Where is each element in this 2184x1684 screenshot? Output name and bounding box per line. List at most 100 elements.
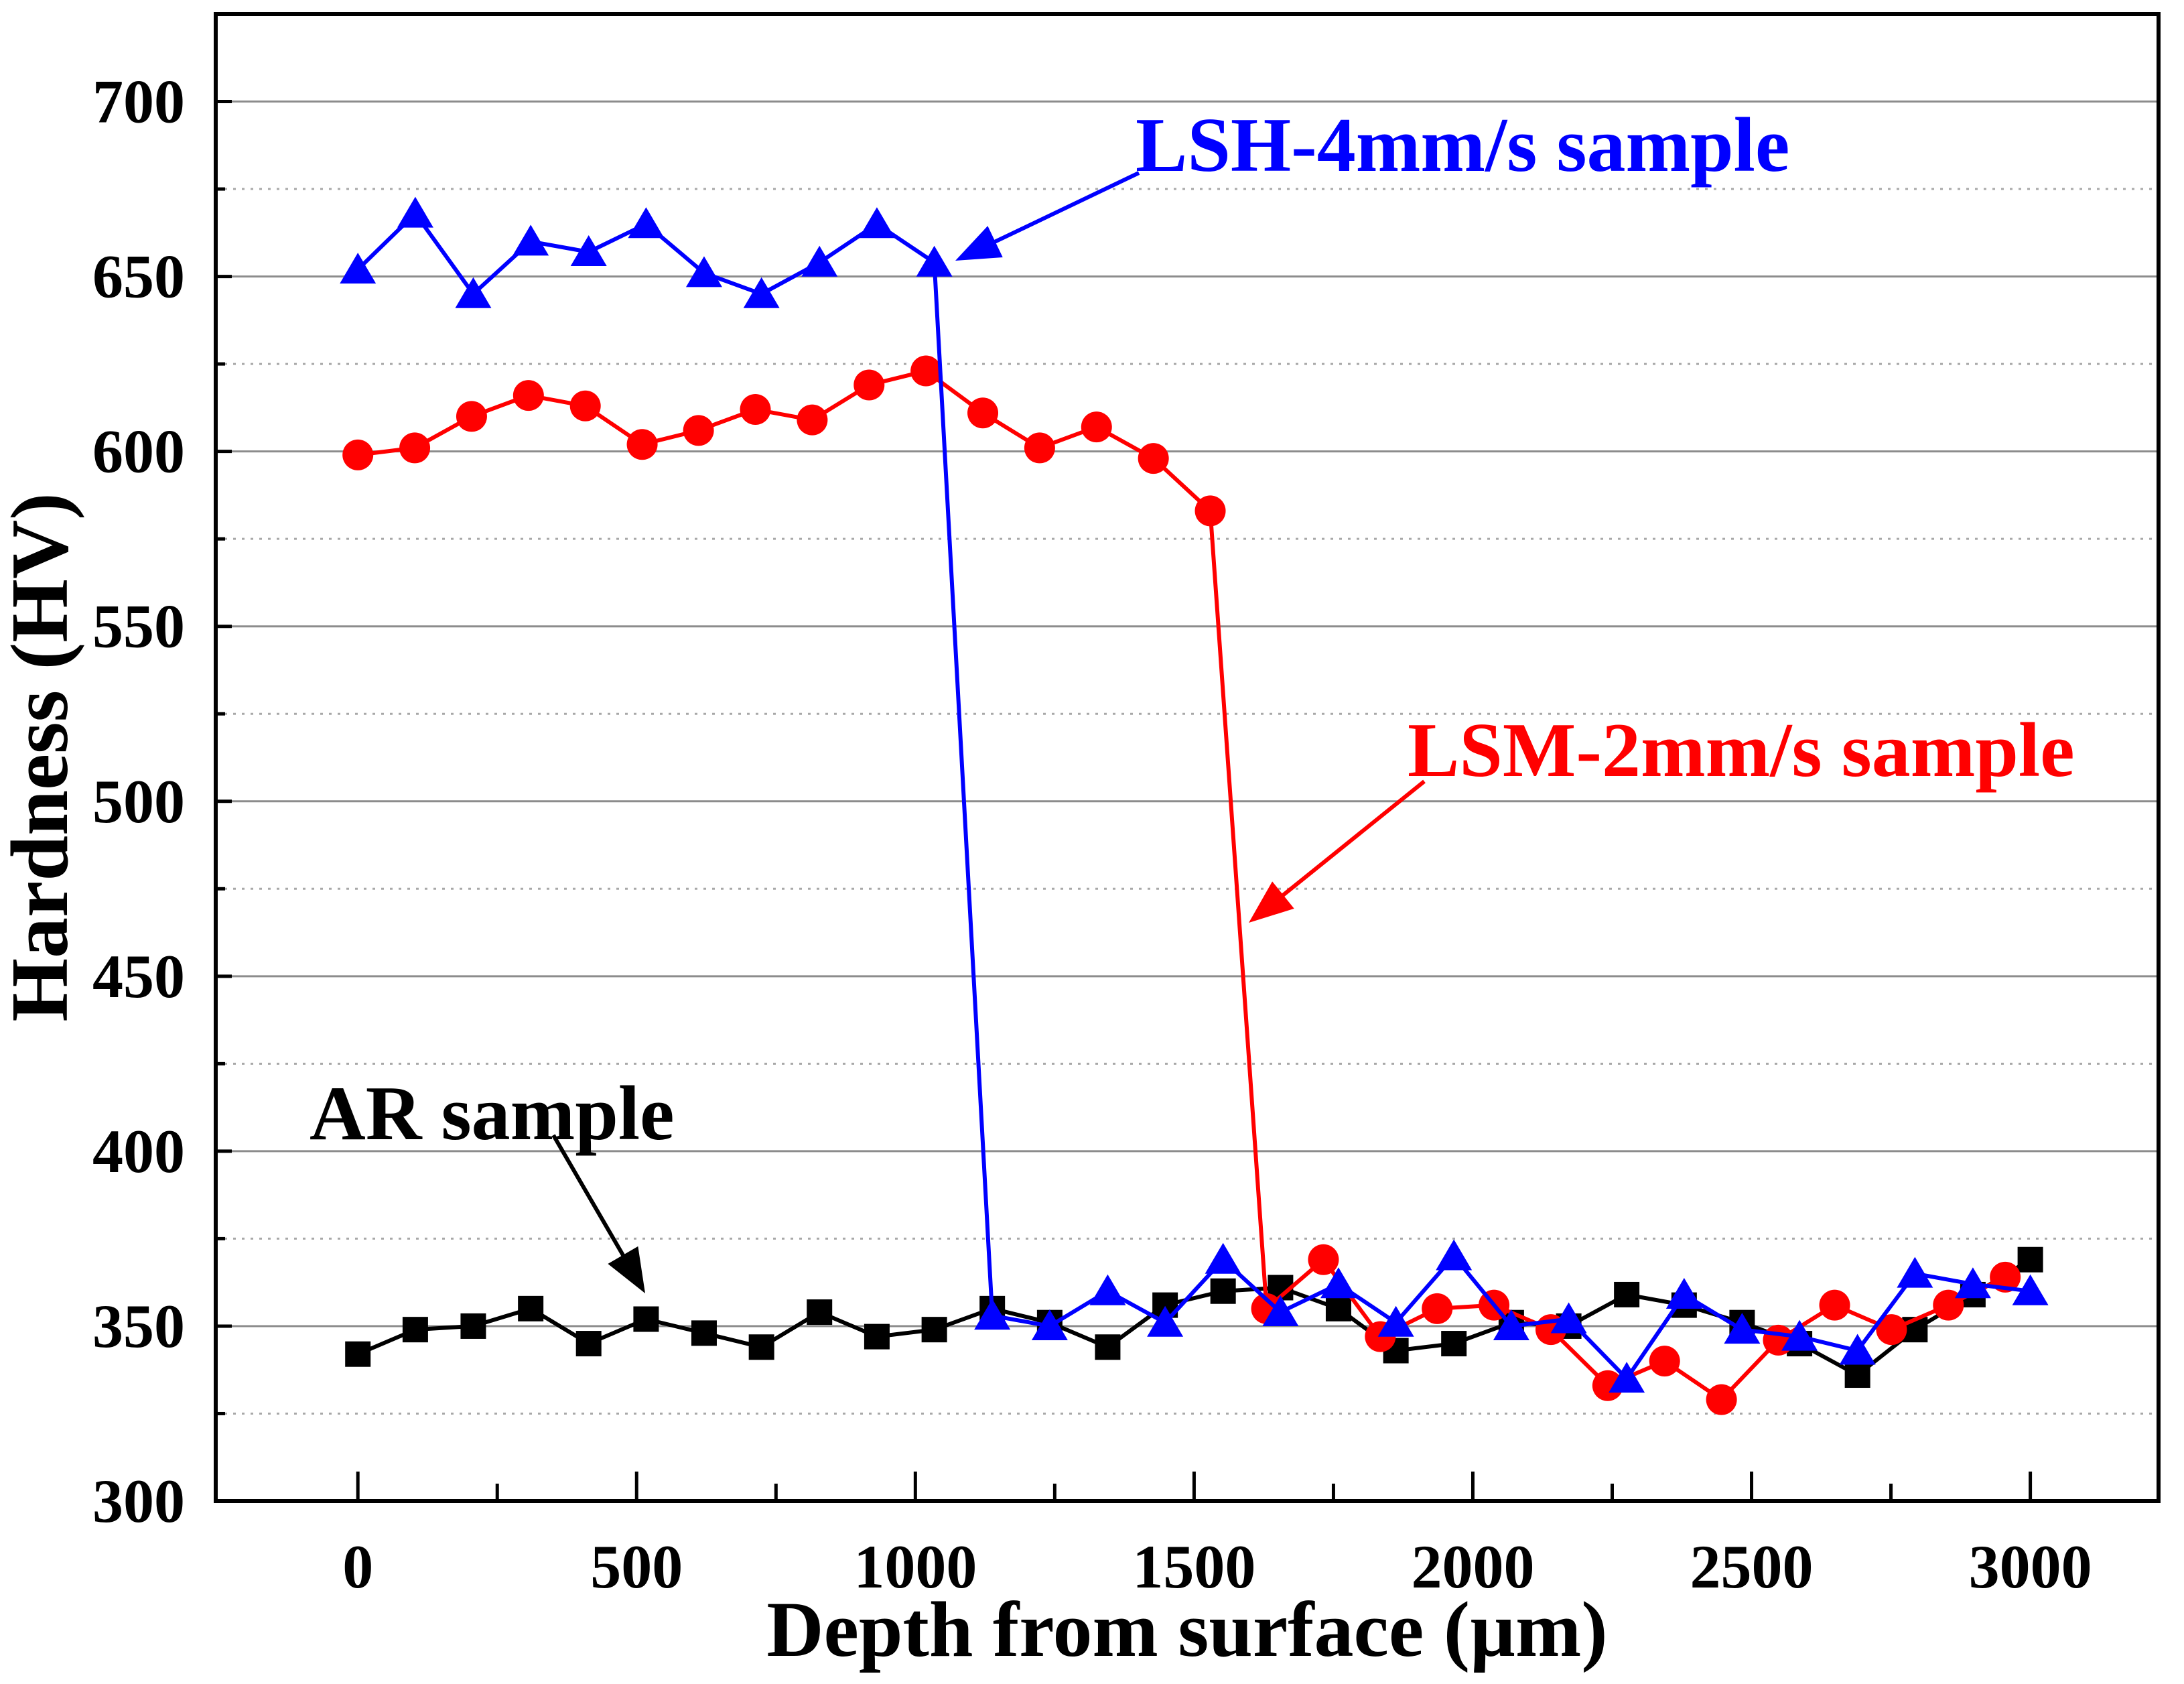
lsm-2mm-s-sample-point bbox=[569, 390, 601, 422]
lsh-4mm-s-sample-point bbox=[1665, 1277, 1702, 1309]
lsm-2mm-s-sample-point bbox=[1706, 1384, 1737, 1415]
x-tick-label: 2500 bbox=[1690, 1533, 1814, 1601]
lsm-2mm-s-sample-point bbox=[1819, 1289, 1850, 1321]
ar-sample-point bbox=[1441, 1331, 1467, 1357]
lsm-2mm-s-sample-point bbox=[854, 369, 885, 401]
ar-sample-point bbox=[345, 1341, 371, 1367]
lsh-4mm-s-sample-point bbox=[1031, 1309, 1068, 1340]
lsm-2mm-s-sample-point bbox=[513, 380, 544, 411]
gridlines bbox=[216, 101, 2159, 1415]
lsm-2mm-s-sample-point bbox=[1422, 1293, 1453, 1324]
ar-sample-point bbox=[691, 1320, 717, 1346]
y-tick-label: 350 bbox=[92, 1292, 185, 1360]
y-tick-label: 550 bbox=[92, 592, 185, 661]
ar-sample-annotation-label: AR sample bbox=[310, 1071, 675, 1157]
lsh-4mm-s-sample-point bbox=[801, 245, 838, 277]
x-tick-label: 500 bbox=[590, 1533, 683, 1601]
y-tick-label: 450 bbox=[92, 942, 185, 1011]
lsh-4mm-s-sample-point bbox=[1493, 1309, 1529, 1340]
ar-sample-point bbox=[748, 1334, 774, 1360]
lsm-2mm-s-sample-annotation-label: LSM-2mm/s sample bbox=[1408, 708, 2075, 793]
ar-sample-point bbox=[1614, 1281, 1640, 1307]
axis-ticks bbox=[216, 100, 2033, 1503]
lsm-2mm-s-sample-point bbox=[1308, 1244, 1339, 1275]
x-tick-label: 1000 bbox=[854, 1533, 977, 1601]
lsh-4mm-s-sample-point bbox=[858, 207, 895, 239]
y-tick-label: 400 bbox=[92, 1117, 185, 1185]
series-annotations: LSH-4mm/s sample LSM-2mm/s sample AR sam… bbox=[310, 103, 2075, 1293]
lsh-4mm-s-sample-point bbox=[1839, 1334, 1876, 1365]
lsh-4mm-s-sample-point bbox=[1781, 1319, 1818, 1351]
arrow-head bbox=[1249, 881, 1294, 923]
lsm-2mm-s-sample-point bbox=[342, 439, 374, 470]
x-axis-title: Depth from surface (µm) bbox=[766, 1585, 1607, 1673]
lsh-4mm-s-sample-annotation-label: LSH-4mm/s sample bbox=[1136, 103, 1789, 188]
y-tick-label: 650 bbox=[92, 243, 185, 311]
arrow-shaft bbox=[551, 1134, 629, 1263]
lsh-4mm-s-sample-point bbox=[628, 207, 665, 239]
lsm-2mm-s-sample-point bbox=[1138, 443, 1169, 474]
lsh-4mm-s-sample-point bbox=[1377, 1305, 1414, 1337]
ar-sample-point bbox=[864, 1323, 890, 1350]
x-tick-label: 2000 bbox=[1411, 1533, 1534, 1601]
arrow-shaft bbox=[1276, 779, 1426, 902]
arrow-head bbox=[955, 226, 1003, 261]
lsm-2mm-s-sample-point bbox=[1990, 1261, 2021, 1293]
lsm-2mm-s-sample-point bbox=[1081, 411, 1112, 443]
ar-sample-point bbox=[1095, 1334, 1121, 1360]
lsh-4mm-s-sample-point bbox=[1954, 1267, 1991, 1299]
lsh-4mm-s-sample-point bbox=[1436, 1239, 1473, 1271]
data-series bbox=[340, 196, 2049, 1415]
ar-sample-point bbox=[402, 1317, 428, 1343]
ar-sample-point bbox=[1325, 1295, 1351, 1321]
arrow-shaft bbox=[987, 171, 1140, 247]
ar-sample-point bbox=[1210, 1278, 1236, 1304]
lsm-2mm-s-sample-series bbox=[342, 355, 2021, 1415]
lsh-4mm-s-sample-series bbox=[340, 196, 2049, 1393]
lsh-4mm-s-sample-point bbox=[916, 245, 953, 277]
ar-sample-point bbox=[807, 1299, 833, 1325]
lsh-4mm-s-sample-point bbox=[570, 235, 607, 267]
lsh-4mm-s-sample-point bbox=[1147, 1305, 1184, 1337]
y-tick-label: 500 bbox=[92, 767, 185, 836]
axis-tick-labels: 0 500 1000 1500 2000 2500 3000 300 350 400 450 500 5… bbox=[92, 68, 2092, 1601]
lsh-4mm-s-sample-point bbox=[974, 1299, 1011, 1330]
arrow-head bbox=[608, 1246, 645, 1293]
lsh-4mm-s-sample-point bbox=[1089, 1274, 1126, 1305]
lsh-4mm-s-sample-point bbox=[513, 224, 549, 256]
lsh-4mm-s-sample-point bbox=[1205, 1242, 1241, 1274]
lsh-4mm-s-sample-point bbox=[2012, 1274, 2049, 1305]
lsm-2mm-s-sample-annotation-arrow bbox=[1249, 779, 1426, 923]
ar-sample-point bbox=[1844, 1362, 1870, 1388]
lsh-4mm-s-sample-annotation-arrow bbox=[955, 171, 1140, 261]
lsm-2mm-s-sample-point bbox=[1649, 1346, 1680, 1377]
lsh-4mm-s-sample-point bbox=[685, 256, 722, 287]
ar-sample-point bbox=[518, 1295, 544, 1321]
lsh-4mm-s-sample-point bbox=[1897, 1256, 1933, 1288]
lsm-2mm-s-sample-point bbox=[456, 401, 487, 432]
lsh-4mm-s-sample-point bbox=[1609, 1362, 1645, 1393]
lsm-2mm-s-sample-point bbox=[1195, 495, 1226, 527]
y-tick-label: 700 bbox=[92, 68, 185, 136]
x-tick-label: 0 bbox=[342, 1533, 373, 1601]
lsm-2mm-s-sample-point bbox=[683, 415, 714, 446]
lsh-4mm-s-sample-point bbox=[397, 196, 433, 228]
lsm-2mm-s-sample-point bbox=[967, 397, 999, 429]
lsh-4mm-s-sample-point bbox=[340, 253, 377, 284]
lsh-4mm-s-sample-point bbox=[1724, 1313, 1761, 1344]
lsm-2mm-s-sample-point bbox=[399, 432, 431, 464]
x-tick-label: 1500 bbox=[1132, 1533, 1255, 1601]
ar-sample-point bbox=[633, 1306, 659, 1332]
lsh-4mm-s-sample-point bbox=[455, 277, 492, 308]
lsm-2mm-s-sample-point bbox=[1024, 432, 1055, 464]
lsm-2mm-s-sample-point bbox=[1876, 1314, 1907, 1346]
y-axis-title: Hardness (HV) bbox=[0, 493, 85, 1022]
plot-frame bbox=[214, 12, 2161, 1503]
lsm-2mm-s-sample-point bbox=[740, 393, 771, 425]
lsh-4mm-s-sample-point bbox=[743, 277, 780, 308]
ar-sample-point bbox=[921, 1317, 947, 1343]
ar-sample-point bbox=[2017, 1246, 2043, 1273]
lsm-2mm-s-sample-point bbox=[910, 355, 942, 387]
